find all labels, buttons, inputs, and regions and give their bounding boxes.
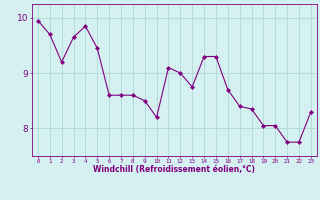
X-axis label: Windchill (Refroidissement éolien,°C): Windchill (Refroidissement éolien,°C) <box>93 165 255 174</box>
